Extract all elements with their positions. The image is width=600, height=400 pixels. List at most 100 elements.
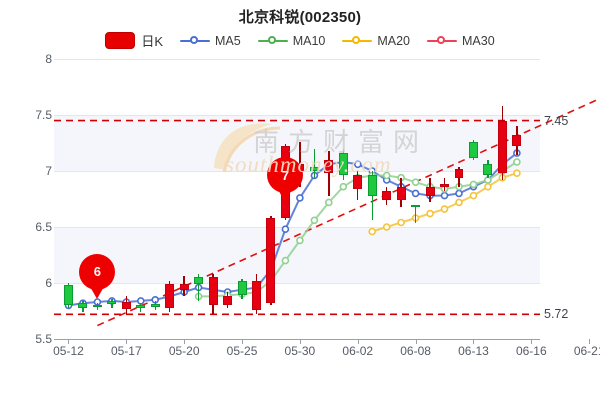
x-axis-tick-mark [531,339,533,344]
x-axis-tick-mark [68,339,70,344]
ma-point-ma10 [513,158,521,166]
legend-item-ma5[interactable]: MA5 [180,34,241,48]
candle-body [497,120,507,174]
ma-point-ma20 [484,182,492,191]
x-axis-tick-label: 06-02 [342,344,374,358]
ma-point-ma5 [440,191,449,200]
x-axis-tick-mark [242,339,244,344]
ma-point-ma10 [310,216,319,225]
x-axis-tick-label: 06-08 [400,344,431,358]
plot-band [54,227,540,283]
x-axis-tick-label: 06-21 [573,344,600,358]
legend-label: MA10 [292,33,326,48]
annotation-pin-tail-icon [276,186,295,203]
x-axis-tick-label: 05-25 [226,344,258,358]
x-axis-tick-mark [415,339,417,344]
candle-wick [371,171,373,221]
ma-point-ma10 [382,171,391,180]
legend-item-ma10[interactable]: MA10 [257,33,326,48]
x-axis-tick-label: 05-17 [110,344,142,358]
x-axis-tick-mark [126,339,128,344]
x-axis-tick-mark [589,339,591,344]
legend-item-日k[interactable]: 日K [105,31,163,50]
legend-label: MA5 [215,33,241,48]
ma-point-ma10 [296,236,304,245]
ma-point-ma5 [455,189,463,198]
candlestick-swatch-icon [105,32,136,49]
annotation-pin-7[interactable]: 7 [267,157,304,203]
page-title: 北京科锐(002350) [238,9,362,26]
ma-point-ma10 [281,256,290,265]
x-axis-tick-mark [473,339,475,344]
legend-label: MA20 [377,33,411,48]
y-axis-tick-label: 6.5 [35,220,52,234]
ma-point-ma20 [513,169,521,177]
y-axis-tick-label: 8 [45,52,52,66]
candle-body [136,305,146,308]
chart-plot-area: 678 [54,59,600,340]
x-axis-tick-label: 06-13 [458,344,489,358]
y-axis-tick-label: 6 [45,276,52,290]
candle-body [440,184,449,187]
ma-point-ma20 [397,218,405,227]
gridline [54,227,540,228]
gridline [54,115,540,116]
ma-point-ma20 [469,191,478,200]
ma-point-ma5 [281,225,290,233]
candle-body [396,186,406,201]
candle-body [425,186,435,196]
x-axis-tick-label: 05-20 [168,344,200,358]
annotation-pin-6[interactable]: 6 [79,253,116,299]
candle-body [309,166,319,171]
annotation-pin-tail-icon [88,282,107,299]
candle-body [165,284,175,308]
legend-label: 日K [141,34,163,49]
gridline [54,283,540,284]
candle-body [107,300,117,305]
ma-point-ma5 [296,194,304,202]
candle-body [252,280,261,310]
ma-line-swatch-icon [180,35,210,47]
ma-point-ma10 [339,182,348,191]
ma-point-ma20 [382,223,391,231]
x-axis-line [54,339,540,340]
ma-point-ma20 [455,198,463,207]
ma-line-swatch-icon [427,35,458,47]
candle-body [483,164,493,176]
candle-body [237,280,247,296]
ma-point-ma20 [368,227,377,236]
candle-wick [414,204,417,223]
candle-body [194,277,204,285]
y-axis-tick-label: 5.5 [35,332,52,346]
candle-body [92,305,102,308]
legend-label: MA30 [462,33,495,48]
y-axis-tick-label: 7 [45,164,52,178]
candle-wick [197,274,200,301]
ma-line-swatch-icon [257,35,288,47]
candle-body [411,204,421,207]
chart-legend: 日K MA5 MA10 MA20 MA30 [0,31,600,50]
candle-body [150,304,160,307]
legend-item-ma30[interactable]: MA30 [427,34,495,48]
support-label: 5.72 [544,307,569,322]
candle-body [223,296,233,306]
ma-point-ma20 [440,205,449,213]
x-axis-tick-label: 06-16 [515,344,547,358]
ma-point-ma20 [426,209,434,218]
legend-item-ma20[interactable]: MA20 [342,34,410,48]
candle-body [353,175,363,189]
candle-body [382,191,392,201]
ma-point-ma10 [324,198,333,207]
x-axis-tick-label: 05-12 [53,344,84,358]
candle-body [512,135,522,147]
ma-point-ma5 [411,189,420,198]
ma-point-ma5 [353,160,362,169]
candle-body [208,277,218,306]
candle-body [338,153,348,176]
y-axis-tick-label: 7.5 [35,108,52,122]
candle-wick [140,303,142,313]
x-axis-tick-mark [357,339,359,344]
ma-point-ma10 [484,176,492,184]
ma-line-swatch-icon [342,35,373,47]
